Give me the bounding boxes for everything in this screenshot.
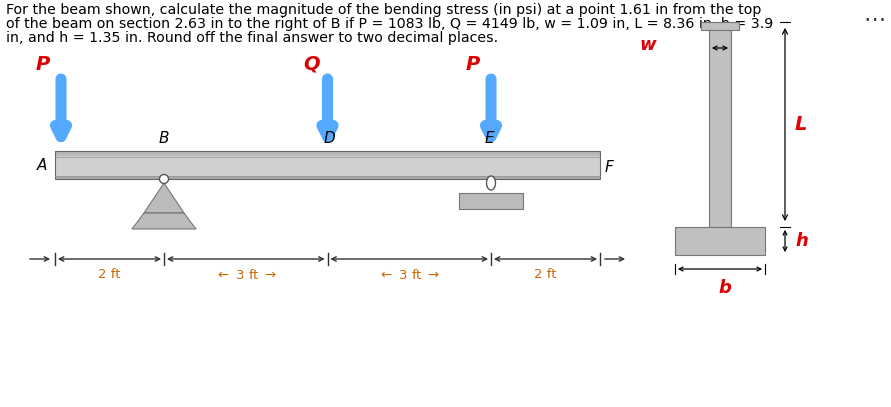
Text: F: F [605, 160, 614, 175]
Bar [675, 227, 765, 255]
Text: A: A [37, 158, 47, 173]
Text: L: L [795, 115, 807, 134]
Bar [701, 22, 739, 30]
Ellipse shape [486, 176, 495, 190]
Bar [55, 151, 600, 179]
Text: in, and h = 1.35 in. Round off the final answer to two decimal places.: in, and h = 1.35 in. Round off the final… [6, 31, 498, 45]
Bar [55, 176, 600, 179]
Circle shape [159, 175, 168, 184]
Text: P: P [36, 55, 50, 74]
Bar [55, 151, 600, 156]
Text: B: B [159, 131, 169, 146]
Text: 2 ft: 2 ft [98, 268, 121, 281]
Text: P: P [466, 55, 480, 74]
Text: w: w [640, 36, 656, 54]
Text: For the beam shown, calculate the magnitude of the bending stress (in psi) at a : For the beam shown, calculate the magnit… [6, 3, 762, 17]
Text: Q: Q [303, 55, 320, 74]
Bar [459, 193, 523, 209]
Polygon shape [144, 183, 184, 213]
Text: ⋯: ⋯ [864, 9, 887, 29]
Bar [709, 30, 731, 227]
Bar [55, 151, 600, 179]
Text: E: E [484, 131, 494, 146]
Text: b: b [718, 279, 732, 297]
Text: h: h [795, 232, 808, 250]
Text: D: D [323, 131, 335, 146]
Text: $\leftarrow$ 3 ft $\rightarrow$: $\leftarrow$ 3 ft $\rightarrow$ [378, 268, 440, 282]
Text: $\leftarrow$ 3 ft $\rightarrow$: $\leftarrow$ 3 ft $\rightarrow$ [215, 268, 277, 282]
Polygon shape [132, 213, 196, 229]
Text: 2 ft: 2 ft [535, 268, 557, 281]
Text: of the beam on section 2.63 in to the right of B if P = 1083 lb, Q = 4149 lb, w : of the beam on section 2.63 in to the ri… [6, 17, 773, 31]
